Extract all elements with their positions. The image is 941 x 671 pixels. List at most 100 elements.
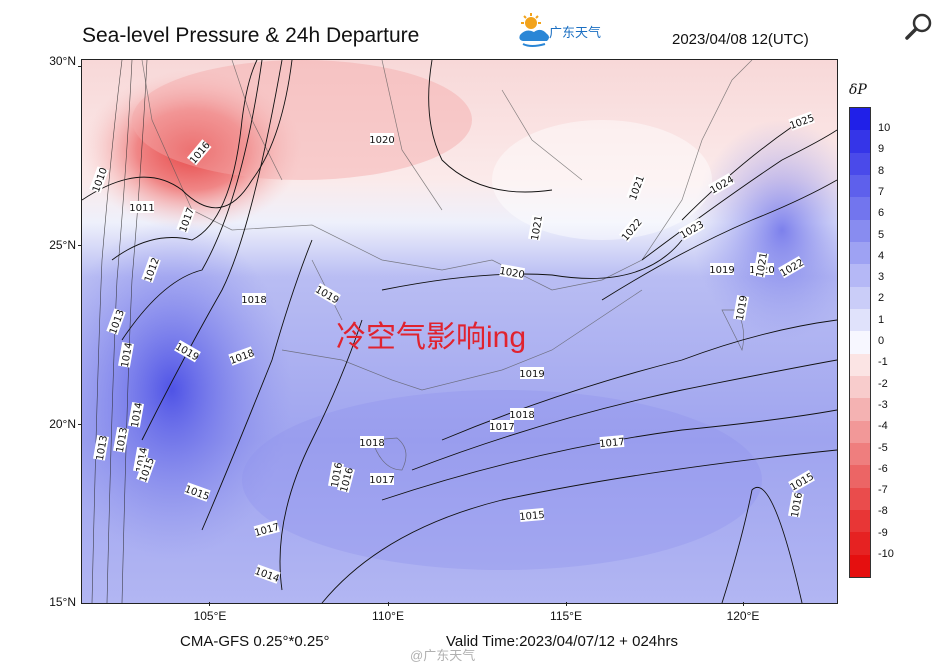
legend-swatch (850, 219, 870, 242)
isobar-label: 1018 (241, 293, 267, 306)
legend-label: 10 (878, 122, 891, 134)
isobar-label: 1014 (128, 402, 145, 429)
legend-swatch (850, 108, 870, 131)
legend-label: 1 (878, 313, 885, 326)
legend-swatch (850, 152, 870, 175)
isobar-label: 1017 (489, 420, 515, 433)
legend-label: 6 (878, 207, 885, 220)
legend-label: 0 (878, 335, 885, 347)
isobar-label: 1011 (129, 201, 155, 214)
pressure-map: 1010 1011 1012 1013 1013 1013 1014 1014 1014 1014… (81, 59, 838, 604)
svg-text:1020: 1020 (369, 135, 394, 146)
isobar-label: 1020 (369, 133, 395, 146)
isobar-label: 1014 (118, 342, 135, 369)
legend-label: 9 (878, 143, 885, 156)
legend-swatch (850, 375, 870, 399)
legend-label: -4 (878, 420, 888, 433)
isobar-label: 1013 (93, 435, 110, 462)
legend-swatch (850, 241, 870, 265)
isobar-label: 1018 (359, 436, 385, 449)
legend-label: 8 (878, 164, 885, 177)
isobar-label: 1017 (369, 473, 395, 486)
svg-text:1018: 1018 (241, 295, 266, 306)
svg-text:1018: 1018 (509, 410, 534, 421)
svg-text:1021: 1021 (755, 252, 770, 279)
valid-datetime: 2023/04/08 12(UTC) (672, 31, 809, 48)
isobar-label: 1018 (509, 408, 535, 421)
legend-swatch (850, 465, 870, 488)
svg-text:1013: 1013 (95, 435, 110, 462)
legend-label: -3 (878, 398, 888, 411)
lat-label-15: 15°N (49, 595, 76, 609)
isobar-label: 1019 (733, 295, 750, 322)
isobar-label: 1019 (709, 263, 735, 276)
isobar-label: 1019 (519, 367, 545, 380)
legend-swatch (850, 353, 870, 376)
legend-label: 5 (878, 228, 885, 241)
legend-swatch (850, 398, 870, 421)
isobar-label: 1013 (113, 427, 130, 454)
lon-label-120: 120°E (726, 609, 760, 623)
axis-tick (388, 602, 389, 606)
legend-swatch (850, 308, 870, 332)
lat-label-30: 30°N (49, 54, 76, 68)
legend-swatch (850, 331, 870, 354)
axis-tick (78, 66, 82, 67)
axis-tick (566, 602, 567, 606)
map-canvas: 1010101110121013101310131014101410141014… (82, 60, 837, 603)
svg-text:1021: 1021 (530, 215, 545, 242)
svg-text:1017: 1017 (599, 437, 625, 450)
isobar-label: 1016 (788, 492, 805, 519)
model-label: CMA-GFS 0.25°*0.25° (180, 633, 330, 650)
lon-label-105: 105°E (193, 609, 227, 623)
sun-cloud-logo-icon (517, 13, 627, 51)
legend-title: δP (849, 82, 867, 98)
isobar-label: 1015 (519, 507, 545, 523)
legend-swatch (850, 286, 870, 309)
legend-swatch (850, 264, 870, 287)
svg-text:1016: 1016 (790, 492, 805, 519)
legend-swatch (850, 197, 870, 220)
axis-tick (78, 424, 82, 425)
legend-swatch (850, 174, 870, 198)
watermark-text: @广东天气 (410, 648, 476, 663)
legend-label: 4 (878, 249, 885, 262)
lon-label-115: 115°E (550, 609, 582, 623)
legend-swatch (850, 130, 870, 153)
svg-text:1020: 1020 (498, 266, 525, 281)
lat-label-25: 25°N (49, 238, 76, 252)
svg-text:1019: 1019 (709, 265, 734, 276)
legend-label: -6 (878, 462, 888, 475)
logo-text: 广东天气 (549, 25, 602, 40)
magnifier-icon (905, 13, 932, 40)
svg-text:1015: 1015 (519, 510, 545, 523)
axis-tick (743, 602, 744, 606)
svg-text:1014: 1014 (130, 402, 145, 429)
svg-text:1013: 1013 (115, 427, 130, 454)
svg-text:1019: 1019 (735, 295, 750, 322)
axis-tick (78, 245, 82, 246)
zoom-button[interactable] (902, 10, 936, 44)
legend-label: 7 (878, 185, 885, 198)
annotation-text: 冷空气影响ing (336, 321, 527, 354)
legend-swatch (850, 532, 870, 555)
svg-text:1018: 1018 (359, 438, 384, 449)
legend-label: 2 (878, 292, 885, 305)
legend-swatch (850, 509, 870, 533)
isobar-label: 1020 (498, 264, 525, 281)
svg-text:1019: 1019 (519, 369, 544, 380)
svg-text:1011: 1011 (129, 203, 154, 214)
lat-label-20: 20°N (49, 417, 76, 431)
legend-label: 3 (878, 271, 885, 284)
svg-text:1017: 1017 (489, 422, 514, 433)
chart-title: Sea-level Pressure & 24h Departure (82, 24, 420, 47)
legend-label: -10 (878, 548, 894, 560)
isobar-label: 1017 (599, 434, 625, 450)
legend-swatch (850, 487, 870, 510)
axis-tick (209, 602, 210, 606)
legend-swatch (850, 442, 870, 466)
legend-swatch (850, 420, 870, 443)
legend-label: -5 (878, 441, 888, 454)
legend-swatch (850, 554, 870, 577)
svg-text:1017: 1017 (369, 475, 394, 486)
